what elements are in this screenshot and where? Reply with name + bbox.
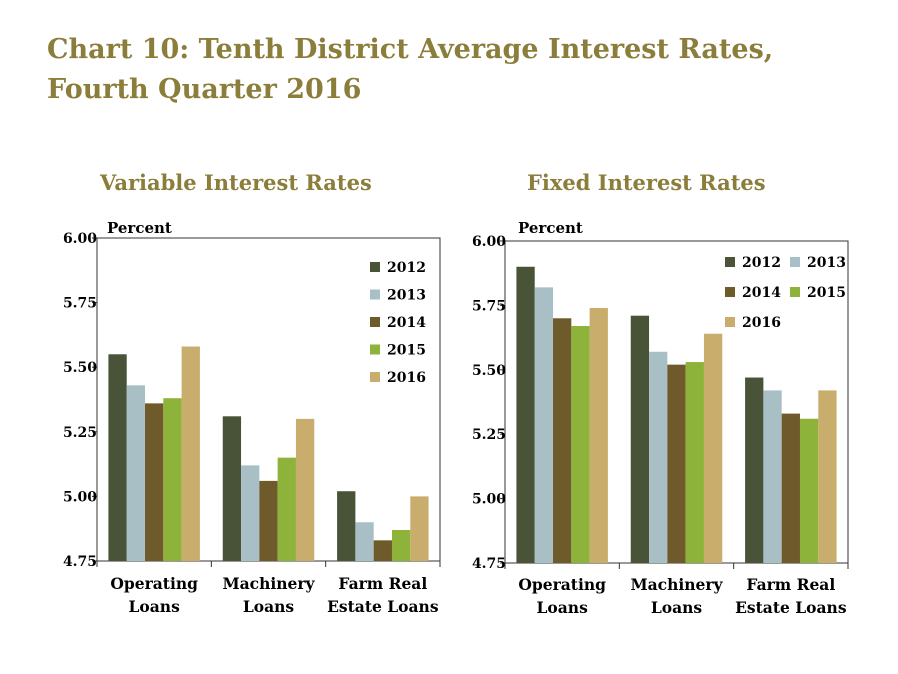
variable-y-tick-label: 5.75 [63,296,97,312]
fixed-bar-2016-0 [589,307,608,563]
fixed-bar-2013-1 [649,351,668,563]
variable-bar-2014-1 [259,480,278,561]
fixed-y-tick-label: 5.50 [472,363,506,379]
fixed-bar-2012-0 [516,266,535,563]
variable-legend-swatch-2014 [370,317,380,327]
fixed-legend-swatch-2012 [725,257,735,267]
fixed-y-axis-label: Percent [518,219,583,237]
fixed-bar-2016-1 [703,333,723,563]
variable-bar-2012-0 [108,354,127,561]
variable-y-tick-label: 6.00 [63,231,97,247]
variable-category-label: Estate Loans [327,597,439,616]
variable-y-tick-label: 4.75 [63,554,97,570]
fixed-category-label: Loans [651,598,703,617]
fixed-legend-label-2013: 2013 [807,255,846,271]
variable-bar-2012-2 [337,491,356,561]
variable-category-label: Loans [129,597,181,616]
variable-bar-2016-2 [410,496,429,561]
variable-chart-title: Variable Interest Rates [100,170,372,195]
fixed-legend-label-2012: 2012 [742,255,781,271]
variable-legend-label-2012: 2012 [387,260,426,276]
fixed-category-label: Operating [518,575,606,594]
fixed-bar-2014-1 [667,364,686,563]
fixed-legend-label-2016: 2016 [742,315,781,331]
fixed-bar-2012-1 [630,315,650,563]
variable-bar-2014-2 [373,540,392,561]
fixed-legend-label-2015: 2015 [807,285,846,301]
fixed-legend-swatch-2014 [725,287,735,297]
fixed-bar-2016-2 [818,390,837,563]
page-title: Chart 10: Tenth District Average Interes… [47,30,867,110]
variable-legend-label-2014: 2014 [387,315,426,331]
fixed-bar-2015-1 [685,362,704,563]
variable-legend-swatch-2012 [370,262,380,272]
variable-bar-2015-1 [277,457,296,561]
fixed-chart-title: Fixed Interest Rates [527,170,766,195]
fixed-y-tick-label: 5.25 [472,427,506,443]
variable-bar-2016-0 [181,346,200,561]
variable-bar-2015-2 [391,529,411,561]
variable-legend-label-2016: 2016 [387,370,426,386]
variable-y-tick-label: 5.00 [63,489,97,505]
fixed-legend-swatch-2015 [790,287,800,297]
fixed-category-label: Farm Real [746,575,835,594]
variable-bar-2016-1 [295,418,315,561]
variable-legend-swatch-2013 [370,289,380,300]
title-line-2: Fourth Quarter 2016 [47,74,362,105]
fixed-legend-swatch-2016 [725,317,735,327]
variable-category-label: Machinery [222,574,315,593]
fixed-y-tick-label: 5.75 [472,298,506,314]
variable-bar-2013-1 [241,465,260,561]
fixed-category-label: Estate Loans [735,598,847,617]
title-line-1: Chart 10: Tenth District Average Interes… [47,34,774,65]
variable-y-tick-label: 5.50 [63,360,97,376]
fixed-bar-2013-0 [534,287,554,563]
fixed-category-label: Machinery [630,575,723,594]
variable-legend-label-2013: 2013 [387,288,426,304]
variable-category-label: Farm Real [338,574,427,593]
variable-legend-swatch-2016 [370,372,380,382]
fixed-bar-2012-2 [745,377,764,563]
fixed-legend-swatch-2013 [790,257,800,267]
variable-bar-2013-2 [355,522,374,561]
fixed-y-tick-label: 4.75 [472,556,506,572]
variable-y-axis-label: Percent [107,219,172,237]
variable-category-label: Loans [243,597,295,616]
variable-category-label: Operating [110,574,198,593]
variable-legend-swatch-2015 [370,344,380,355]
fixed-bar-2014-2 [781,413,800,563]
fixed-y-tick-label: 5.00 [472,492,506,508]
variable-legend-label-2015: 2015 [387,343,426,359]
variable-bar-2012-1 [222,416,242,561]
fixed-bar-2013-2 [763,390,782,563]
fixed-bar-2015-2 [799,418,819,563]
variable-y-tick-label: 5.25 [63,425,97,441]
variable-bar-2014-0 [145,403,164,561]
fixed-category-label: Loans [537,598,589,617]
fixed-bar-2014-0 [553,318,572,563]
fixed-y-tick-label: 6.00 [472,234,506,250]
fixed-bar-2015-0 [571,326,590,563]
variable-bar-2015-0 [163,398,182,561]
fixed-legend-label-2014: 2014 [742,285,781,301]
variable-bar-2013-0 [126,385,146,561]
